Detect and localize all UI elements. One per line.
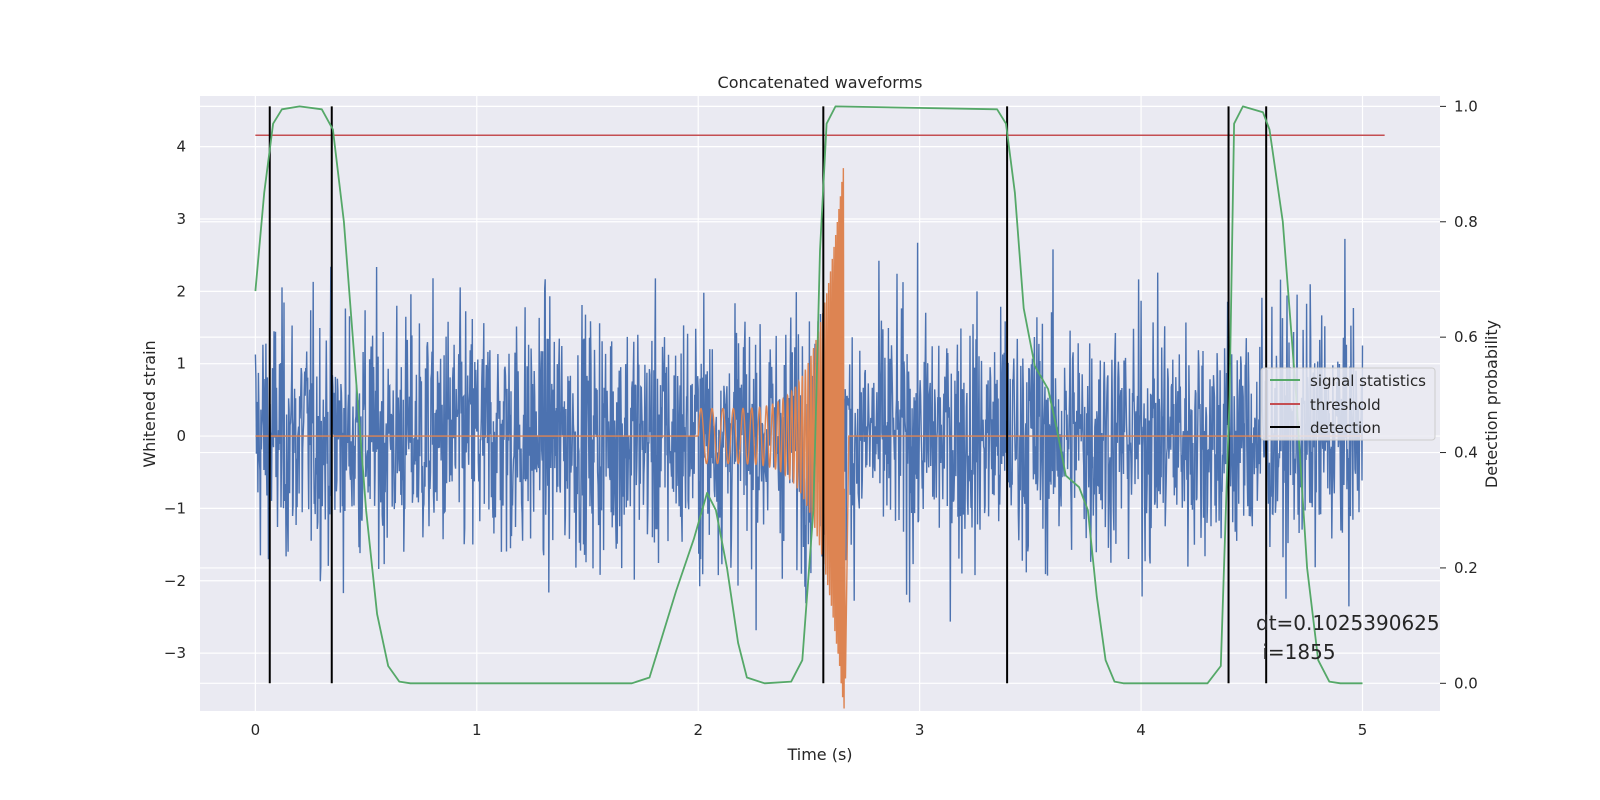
y2-tick-label: 0.2 xyxy=(1454,559,1478,577)
x-tick-label: 4 xyxy=(1136,721,1146,739)
y-tick-label: 0 xyxy=(176,427,186,445)
annotation-index: i=1855 xyxy=(1256,640,1336,664)
chirp-series xyxy=(255,168,1363,709)
y-tick-label: −1 xyxy=(164,499,186,517)
y2-tick-label: 0.6 xyxy=(1454,328,1478,346)
ticks: 0 1 2 3 4 5 −3 −2 −1 0 1 2 3 4 0.0 0.2 0.4 0.6 0.8 1.0 xyxy=(164,97,1478,739)
x-tick-label: 0 xyxy=(251,721,261,739)
y2-tick-label: 0.0 xyxy=(1454,674,1478,692)
legend-box xyxy=(1260,367,1436,441)
annotation-dt: dt=0.1025390625 xyxy=(1256,611,1440,635)
signal-statistics-line xyxy=(254,105,1363,685)
x-axis-label: Time (s) xyxy=(786,745,852,764)
y2-axis-label: Detection probability xyxy=(1482,320,1501,488)
right-axis-series xyxy=(254,105,1385,685)
y-tick-label: 3 xyxy=(176,210,186,228)
legend: signal statistics threshold detection xyxy=(1260,367,1436,441)
y-tick-label: 4 xyxy=(176,138,186,156)
x-tick-label: 3 xyxy=(915,721,925,739)
y-tick-label: −2 xyxy=(164,572,186,590)
legend-label-threshold: threshold xyxy=(1310,396,1381,414)
y-tick-label: −3 xyxy=(164,644,186,662)
x-tick-label: 2 xyxy=(693,721,703,739)
y2-tick-label: 0.8 xyxy=(1454,213,1478,231)
chart-title: Concatenated waveforms xyxy=(718,73,923,92)
x-tick-label: 5 xyxy=(1358,721,1368,739)
y-tick-label: 2 xyxy=(176,282,186,300)
y-axis-label: Whitened strain xyxy=(140,340,159,467)
legend-label-signal-statistics: signal statistics xyxy=(1310,372,1426,390)
y2-tick-label: 1.0 xyxy=(1454,97,1478,115)
x-tick-label: 1 xyxy=(472,721,482,739)
y-tick-label: 1 xyxy=(176,355,186,373)
y2-tick-label: 0.4 xyxy=(1454,444,1478,462)
injection-line xyxy=(255,168,1363,709)
legend-label-detection: detection xyxy=(1310,419,1381,437)
